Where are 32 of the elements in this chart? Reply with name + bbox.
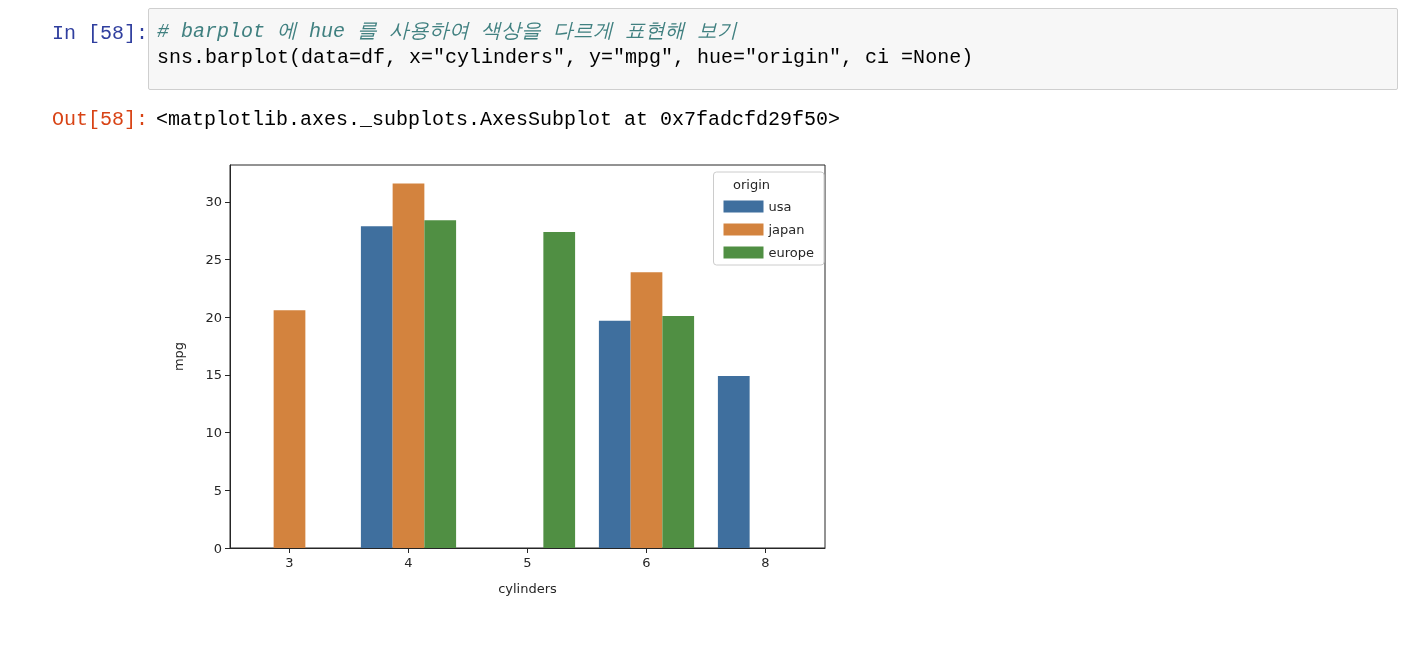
text: # barplot 에 hue 를 사용하여 색상을 다르게 표현해 보기 — [157, 19, 739, 45]
y-tick-label: 5 — [213, 482, 222, 498]
y-tick-label: 0 — [213, 540, 222, 556]
bar — [598, 320, 631, 548]
bar — [424, 220, 457, 548]
y-tick-label: 25 — [205, 252, 222, 268]
text: sns.barplot(data=df, x="cylinders", y="mpg", hue="origin", ci =None) — [157, 45, 975, 71]
bar — [360, 226, 393, 548]
y-tick-label: 15 — [205, 367, 222, 383]
bar — [273, 310, 306, 548]
legend-title: origin — [732, 177, 770, 192]
bar — [717, 376, 750, 548]
bar — [630, 272, 663, 548]
text: Out[58]: — [51, 108, 148, 131]
bar — [392, 183, 425, 548]
text: In [58]: — [51, 22, 148, 45]
legend-label: japan — [767, 222, 805, 237]
x-axis-title: cylinders — [498, 581, 558, 596]
x-tick-label: 6 — [642, 555, 651, 570]
bar — [543, 231, 576, 548]
x-tick-label: 4 — [404, 555, 413, 570]
y-tick-label: 10 — [205, 425, 222, 441]
y-tick-label: 30 — [205, 194, 222, 210]
y-tick-label: 20 — [205, 309, 222, 325]
x-tick-label: 5 — [523, 555, 532, 570]
legend-label: usa — [768, 199, 792, 214]
bar — [662, 316, 695, 548]
y-axis-title: mpg — [171, 341, 186, 372]
x-tick-label: 8 — [761, 555, 770, 570]
text: <matplotlib.axes._subplots.AxesSubplot at 0x7fadcfd29f50> — [156, 108, 841, 131]
legend-label: europe — [768, 245, 814, 260]
x-tick-label: 3 — [285, 555, 294, 570]
